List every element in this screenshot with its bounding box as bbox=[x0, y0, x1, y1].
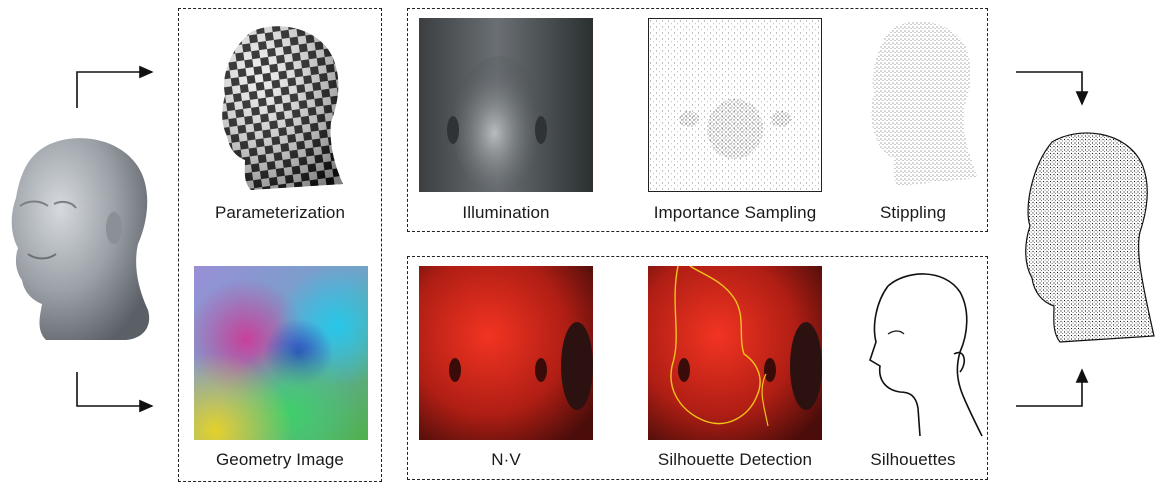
label-importance-sampling: Importance Sampling bbox=[653, 203, 817, 222]
arrow-to-geometry-image bbox=[76, 372, 154, 413]
label-parameterization: Parameterization bbox=[214, 203, 346, 222]
label-silhouettes: Silhouettes bbox=[870, 450, 956, 469]
parameterization-image bbox=[215, 24, 345, 194]
importance-sampling-image bbox=[648, 18, 822, 192]
input-head-model bbox=[6, 134, 156, 344]
stippling-image bbox=[864, 18, 984, 190]
label-geometry-image: Geometry Image bbox=[215, 450, 344, 469]
silhouette-pipeline-box bbox=[407, 256, 988, 480]
silhouettes-image bbox=[860, 268, 984, 440]
stippling-pipeline-box bbox=[407, 8, 988, 232]
illumination-image bbox=[419, 18, 593, 192]
arrow-to-parameterization bbox=[76, 65, 154, 108]
geometry-image bbox=[194, 266, 368, 440]
label-silhouette-detection: Silhouette Detection bbox=[657, 450, 813, 469]
label-stippling: Stippling bbox=[879, 203, 947, 222]
output-stippled-head bbox=[1018, 128, 1158, 348]
arrow-from-silhouettes bbox=[1016, 368, 1089, 407]
label-illumination: Illumination bbox=[462, 203, 550, 222]
n-dot-v-image bbox=[419, 266, 593, 440]
silhouette-detection-image bbox=[648, 266, 822, 440]
arrow-from-stippling bbox=[1016, 71, 1089, 106]
label-n-dot-v: N·V bbox=[491, 450, 521, 469]
